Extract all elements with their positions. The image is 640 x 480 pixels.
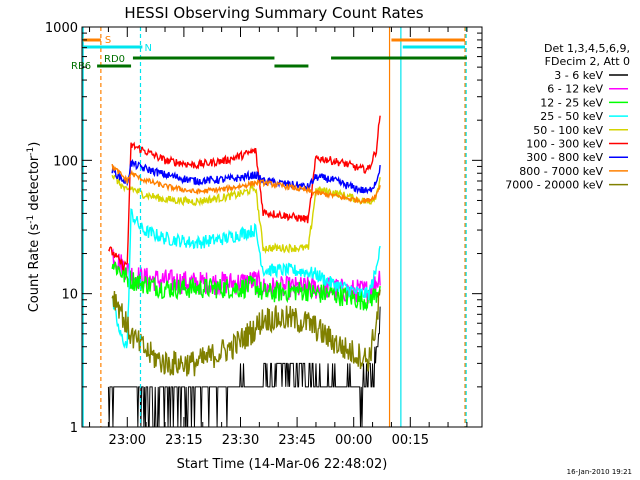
series-line-8	[111, 163, 381, 205]
series-line-7	[111, 158, 381, 195]
x-tick-label-2: 23:15	[165, 433, 202, 448]
x-tick-label-1: 23:00	[109, 433, 146, 448]
legend-label-1: 3 - 6 keV	[554, 69, 603, 82]
y-axis-label-start: Count Rate (s	[27, 224, 42, 313]
legend-label-9: 7000 - 20000 keV	[505, 179, 603, 192]
tick-layer: 1 10 100 1000 23:00 23:15 23:30 23:45 00:00 00:15	[45, 21, 482, 448]
legend-label-2: 6 - 12 keV	[547, 83, 603, 96]
legend-label-4: 25 - 50 keV	[540, 110, 603, 123]
y-tick-label-3: 100	[53, 154, 78, 169]
plot-frame	[81, 26, 483, 428]
x-tick-label-3: 23:30	[222, 433, 259, 448]
timestamp: 16-Jan-2010 19:21	[567, 468, 632, 476]
y-axis-label-mid: detector	[27, 155, 42, 215]
mode-label-n: N	[144, 43, 151, 54]
series-line-5	[111, 174, 381, 255]
y-tick-label-4: 1000	[45, 21, 78, 36]
x-tick-label-4: 23:45	[278, 433, 315, 448]
legend-label-6: 100 - 300 keV	[526, 138, 603, 151]
legend-header-1: Det 1,3,4,5,6,9,	[544, 42, 630, 55]
legend-header-2: FDecim 2, Att 0	[545, 55, 630, 68]
series-line-3	[111, 261, 381, 312]
legend-label-3: 12 - 25 keV	[540, 96, 603, 109]
y-tick-label-1: 1	[70, 421, 78, 436]
x-axis-label: Start Time (14-Mar-06 22:48:02)	[177, 457, 388, 472]
legend-label-8: 800 - 7000 keV	[519, 165, 603, 178]
legend: Det 1,3,4,5,6,9, FDecim 2, Att 0 3 - 6 k…	[505, 42, 630, 192]
series-line-6	[107, 115, 381, 271]
legend-label-5: 50 - 100 keV	[533, 124, 603, 137]
series-line-4	[111, 208, 381, 349]
x-tick-label-5: 00:00	[335, 433, 372, 448]
series-layer	[107, 115, 381, 428]
y-axis-label-sup2: -1	[26, 147, 36, 156]
y-tick-label-2: 10	[61, 288, 78, 303]
y-axis-label-end: )	[27, 142, 42, 147]
mode-label-rb6: RB6	[71, 61, 91, 72]
y-axis-label-sup1: -1	[26, 215, 36, 224]
series-line-1	[107, 306, 381, 428]
legend-label-7: 300 - 800 keV	[526, 151, 603, 164]
mode-label-s: S	[105, 35, 111, 46]
mode-label-rd0: RD0	[104, 54, 125, 65]
series-line-9	[111, 289, 381, 377]
y-axis-label: Count Rate (s-1 detector-1)	[26, 142, 42, 313]
x-tick-label-6: 00:15	[392, 433, 429, 448]
chart-title: HESSI Observing Summary Count Rates	[124, 4, 423, 22]
marker-layer: S N RD0 RB6	[71, 27, 467, 427]
